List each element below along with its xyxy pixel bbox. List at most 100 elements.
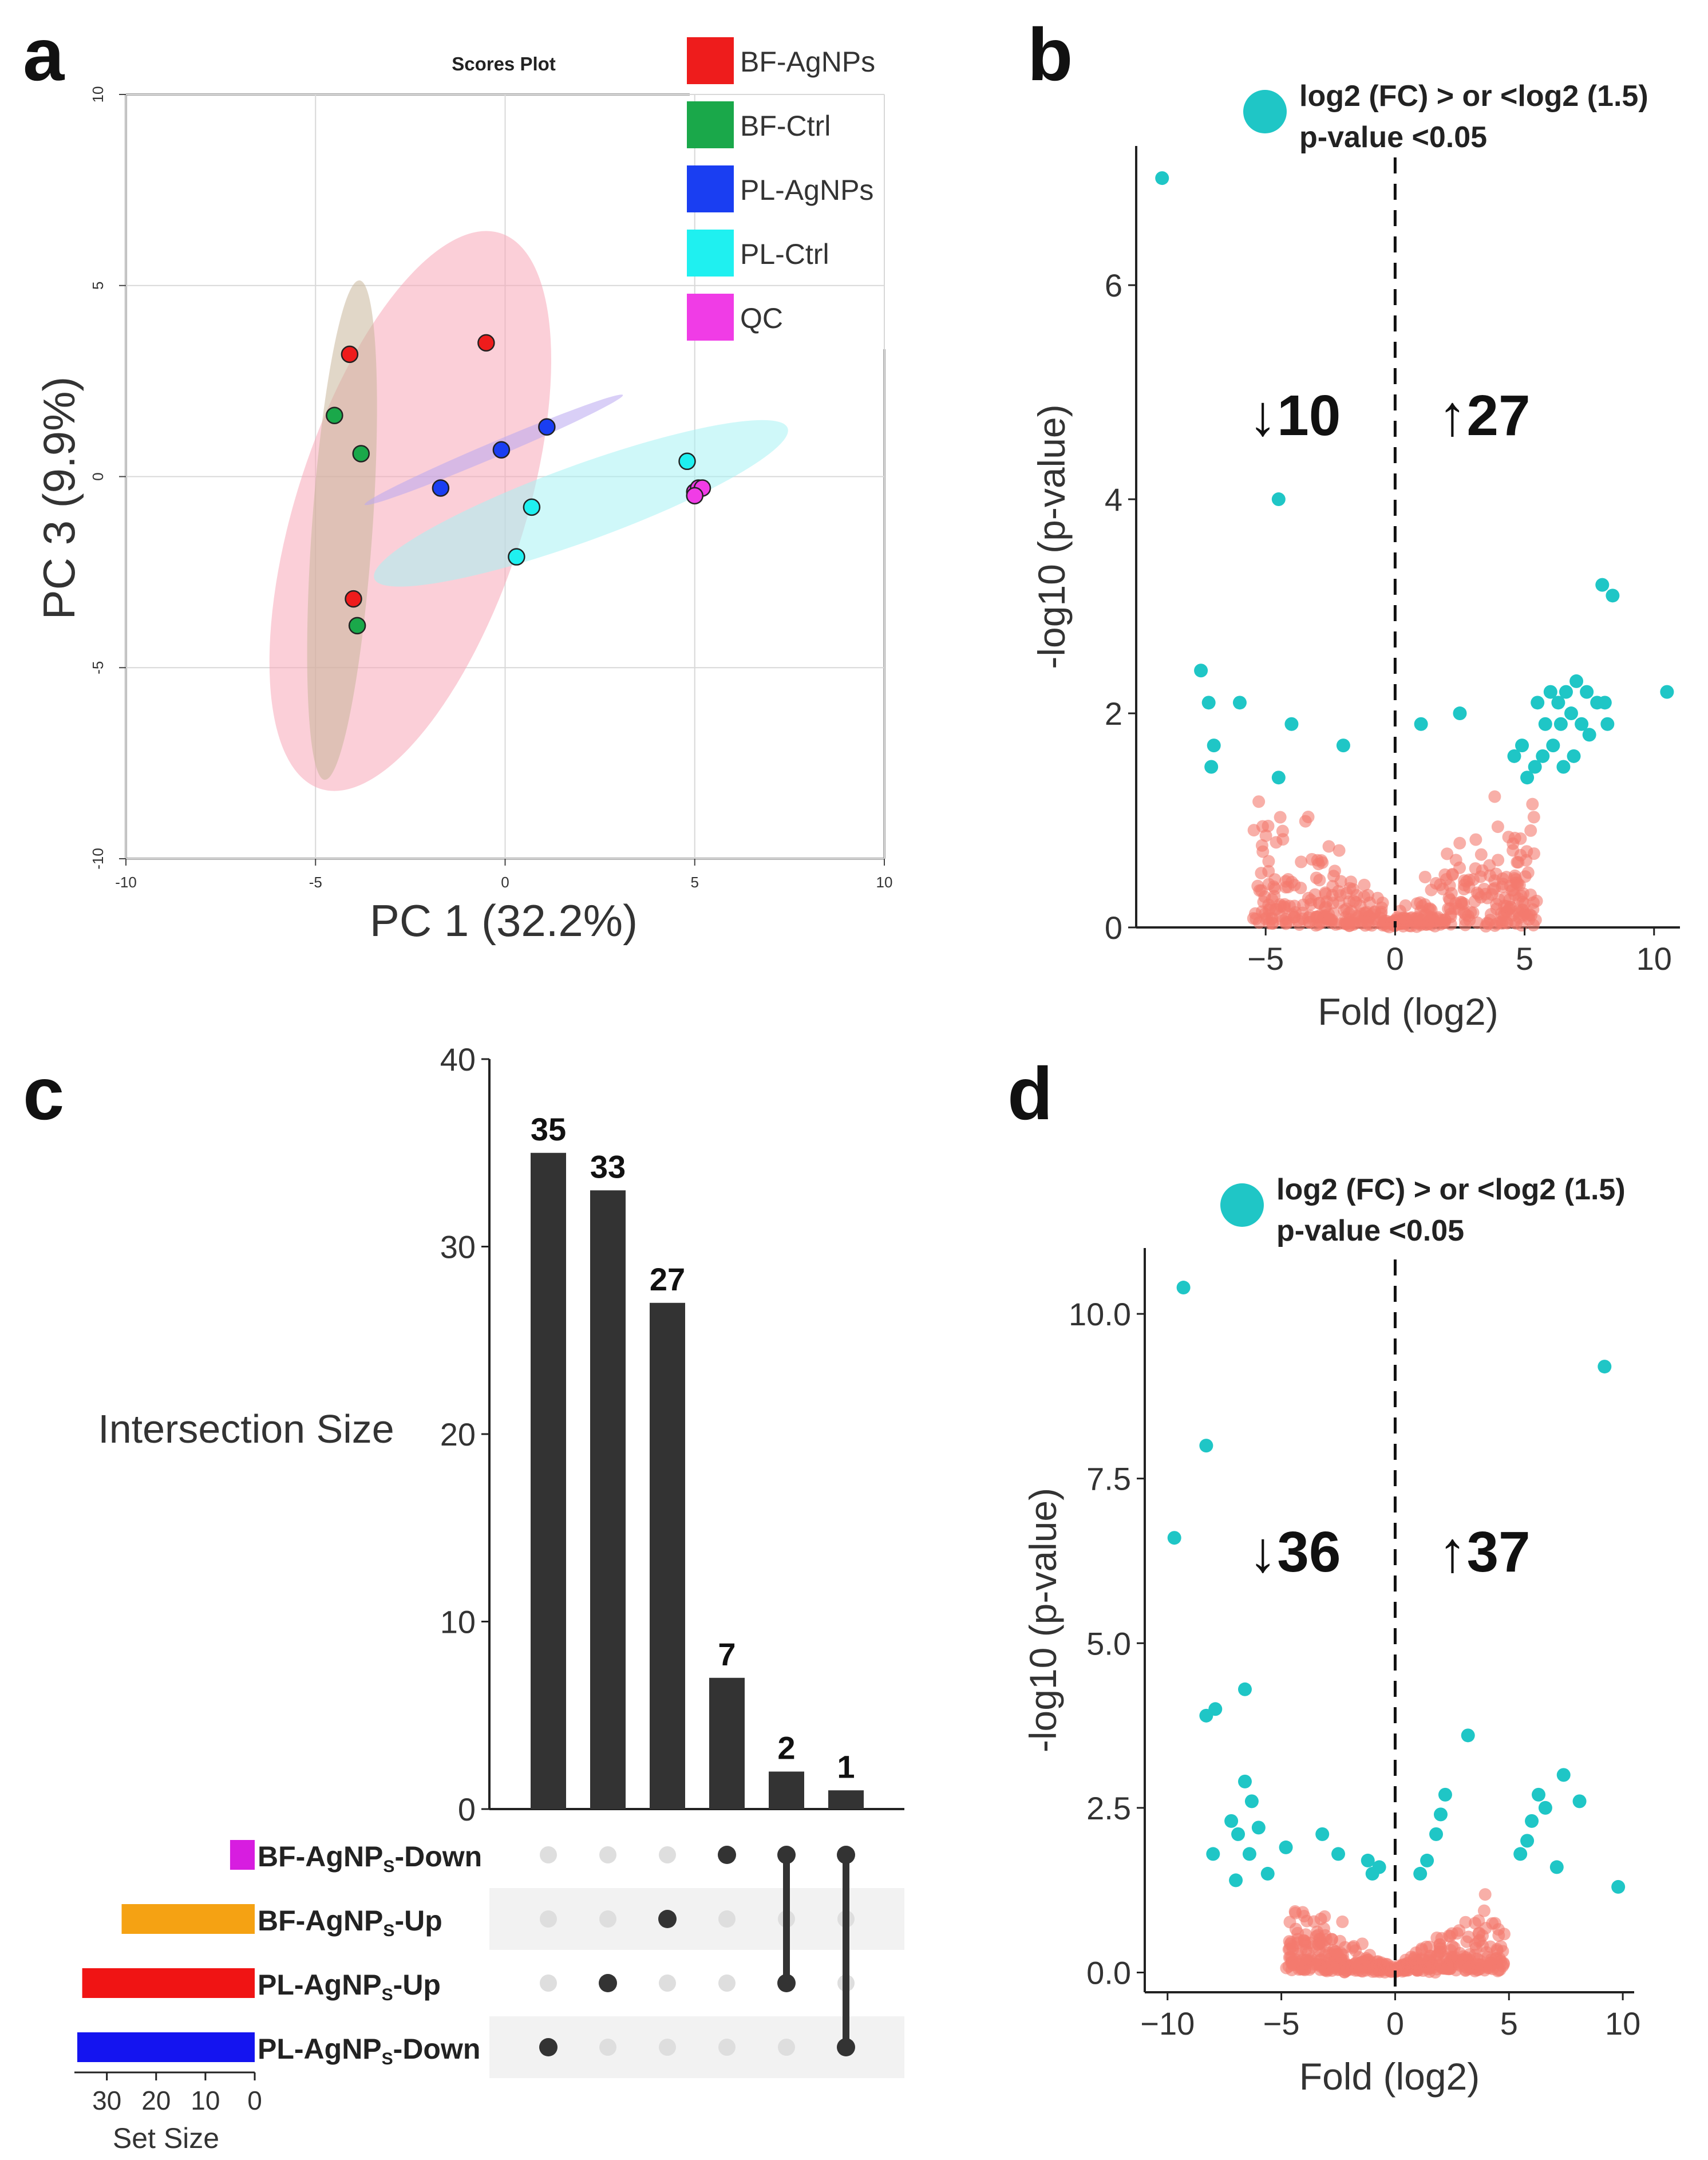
- significant-point: [1543, 685, 1557, 699]
- significant-point: [1531, 1787, 1545, 1802]
- set-label-tail: -Down: [394, 1841, 482, 1873]
- matrix-dot-empty: [718, 1975, 736, 1992]
- nonsignificant-point: [1284, 1938, 1297, 1951]
- data-point-bf-ctrl: [352, 445, 370, 463]
- set-label-bf-agnps-up: BF-AgNPS-Up: [258, 1905, 442, 1940]
- data-point-pl-ctrl: [508, 548, 525, 566]
- nonsignificant-point: [1418, 870, 1432, 883]
- set-size-tick-label: 20: [141, 2086, 171, 2115]
- upregulated-count: ↑37: [1438, 1520, 1530, 1584]
- set-size-bar-pl-agnps-down: [77, 2032, 255, 2062]
- intersection-bar: [590, 1190, 626, 1809]
- x-tick-label: −10: [1140, 2005, 1195, 2041]
- significant-point: [1438, 1787, 1452, 1802]
- data-point-pl-agnps: [432, 479, 450, 497]
- matrix-dot-empty: [718, 2039, 736, 2056]
- significant-point: [1414, 717, 1428, 731]
- x-tick-label: 0: [1386, 2005, 1404, 2041]
- nonsignificant-point: [1520, 854, 1533, 867]
- nonsignificant-point: [1453, 861, 1466, 874]
- significant-point: [1433, 1807, 1448, 1822]
- data-point-pl-agnps: [538, 418, 556, 436]
- set-size-bar-pl-agnps-up: [82, 1968, 255, 1998]
- matrix-dot-empty: [778, 2039, 795, 2056]
- matrix-dot-empty: [599, 1910, 616, 1928]
- nonsignificant-point: [1453, 1924, 1466, 1937]
- set-label-tail: -Up: [393, 1969, 441, 2001]
- nonsignificant-point: [1274, 811, 1287, 824]
- nonsignificant-point: [1480, 1960, 1493, 1973]
- y-tick-label: 40: [440, 1041, 476, 1077]
- y-tick-label: 2: [1105, 696, 1122, 732]
- significant-point: [1538, 1800, 1552, 1815]
- nonsignificant-point: [1295, 855, 1308, 868]
- set-size-tick-label: 30: [92, 2086, 121, 2115]
- set-label-sub: S: [383, 1921, 394, 1940]
- x-tick-label: -5: [309, 874, 322, 891]
- y-tick-label: 0: [89, 472, 106, 480]
- pc1-axis-title: PC 1 (32.2%): [370, 895, 638, 946]
- significant-point: [1336, 739, 1350, 753]
- x-tick-label: 10: [876, 874, 893, 891]
- significant-point: [1580, 685, 1594, 699]
- scores-plot-legend: BF-AgNPs BF-Ctrl PL-AgNPs PL-Ctrl QC: [687, 37, 875, 341]
- nonsignificant-point: [1300, 1914, 1314, 1928]
- nonsignificant-point: [1302, 811, 1315, 824]
- nonsignificant-point: [1276, 824, 1289, 838]
- nonsignificant-point: [1253, 884, 1266, 897]
- y-tick-label: 10: [440, 1604, 476, 1640]
- significant-point: [1551, 696, 1565, 710]
- matrix-row-stripe: [489, 1888, 904, 1950]
- y-tick-label: 30: [440, 1229, 476, 1265]
- matrix-dot-empty: [718, 1910, 736, 1928]
- y-tick-label: 7.5: [1086, 1461, 1131, 1497]
- x-tick-label: 10: [1636, 941, 1672, 977]
- nonsignificant-point: [1329, 1945, 1342, 1958]
- nonsignificant-point: [1398, 1961, 1411, 1974]
- significant-point: [1260, 1866, 1275, 1881]
- intersection-bar-label: 2: [777, 1730, 795, 1766]
- matrix-dot-active: [777, 1974, 796, 1992]
- nonsignificant-point: [1378, 1965, 1391, 1979]
- significant-point: [1420, 1853, 1434, 1867]
- set-size-bar-bf-agnps-up: [121, 1904, 255, 1934]
- nonsignificant-point: [1438, 868, 1452, 881]
- nonsignificant-point: [1252, 795, 1266, 808]
- significant-point: [1231, 1827, 1246, 1841]
- significant-point: [1461, 1728, 1475, 1743]
- scores-plot-points: [326, 334, 711, 635]
- matrix-dot-empty: [659, 2039, 676, 2056]
- significant-point: [1194, 664, 1208, 678]
- intersection-bar: [531, 1152, 566, 1809]
- x-tick-label: 5: [691, 874, 699, 891]
- y-tick-label: 0.0: [1086, 1954, 1131, 1991]
- matrix-dot-empty: [540, 1846, 557, 1863]
- legend-fc-threshold: log2 (FC) > or <log2 (1.5): [1299, 80, 1648, 113]
- volcano-plot-d: −10 −5 0 5 10 0.0 2.5 5.0 7.5 10.0 Fold (log2) -log…: [1022, 1173, 1640, 2098]
- significant-point: [1429, 1827, 1444, 1841]
- significant-point: [1600, 717, 1615, 731]
- nonsignificant-point: [1488, 1917, 1501, 1930]
- nonsignificant-point: [1472, 1927, 1485, 1940]
- nonsignificant-point: [1434, 878, 1447, 891]
- legend-label-qc: QC: [740, 302, 783, 334]
- matrix-dot-empty: [659, 1846, 676, 1863]
- legend-label-pl-ctrl: PL-Ctrl: [740, 238, 829, 270]
- nonsignificant-point: [1371, 891, 1384, 905]
- set-label-tail: -Down: [393, 2033, 481, 2065]
- intersection-bar: [828, 1790, 864, 1809]
- fold-axis-title: Fold (log2): [1318, 990, 1498, 1033]
- nonsignificant-point: [1268, 882, 1282, 895]
- nonsignificant-point: [1266, 917, 1279, 930]
- nonsignificant-point: [1262, 864, 1275, 878]
- nonsignificant-point: [1433, 1938, 1446, 1951]
- y-tick-label: 0: [458, 1791, 476, 1827]
- significant-point: [1224, 1814, 1239, 1828]
- significant-point: [1611, 1879, 1626, 1894]
- significant-point: [1279, 1840, 1293, 1854]
- significant-point: [1546, 739, 1560, 753]
- significant-point: [1206, 1847, 1220, 1861]
- significant-point: [1606, 589, 1620, 603]
- significant-point: [1538, 717, 1552, 731]
- nonsignificant-point: [1428, 915, 1441, 929]
